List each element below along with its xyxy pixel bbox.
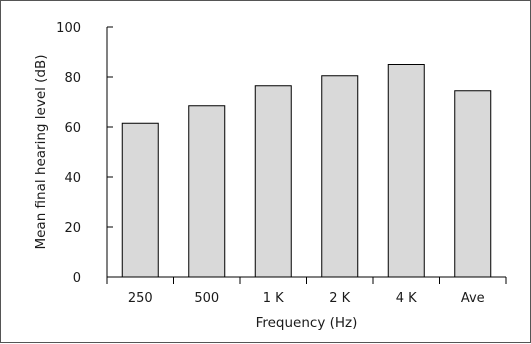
x-tick-label: 2 K (329, 291, 350, 306)
bar (121, 122, 159, 278)
x-tick-label: 1 K (263, 291, 284, 306)
x-tick-label: 4 K (396, 291, 417, 306)
x-tick-label: 500 (194, 291, 219, 306)
y-tick-label: 20 (64, 221, 81, 236)
bar (454, 90, 492, 278)
bar (254, 85, 292, 278)
x-tick-label: 250 (128, 291, 153, 306)
y-tick-label: 100 (56, 21, 81, 36)
y-tick-label: 60 (64, 121, 81, 136)
y-axis-title: Mean final hearing level (dB) (33, 54, 49, 249)
y-tick-label: 40 (64, 171, 81, 186)
bar (387, 64, 425, 278)
y-tick-label: 80 (64, 71, 81, 86)
bar (321, 75, 359, 278)
x-ticks-group: 250 500 1 K 2 K 4 K Ave (106, 277, 507, 306)
axes-group (106, 27, 506, 278)
x-tick-label: Ave (461, 291, 485, 306)
bars-group (121, 64, 492, 278)
bar (188, 105, 226, 278)
x-axis-title: Frequency (Hz) (256, 315, 358, 331)
y-ticks-group: 0 20 40 60 80 100 (56, 21, 113, 286)
y-tick-label: 0 (73, 271, 81, 286)
